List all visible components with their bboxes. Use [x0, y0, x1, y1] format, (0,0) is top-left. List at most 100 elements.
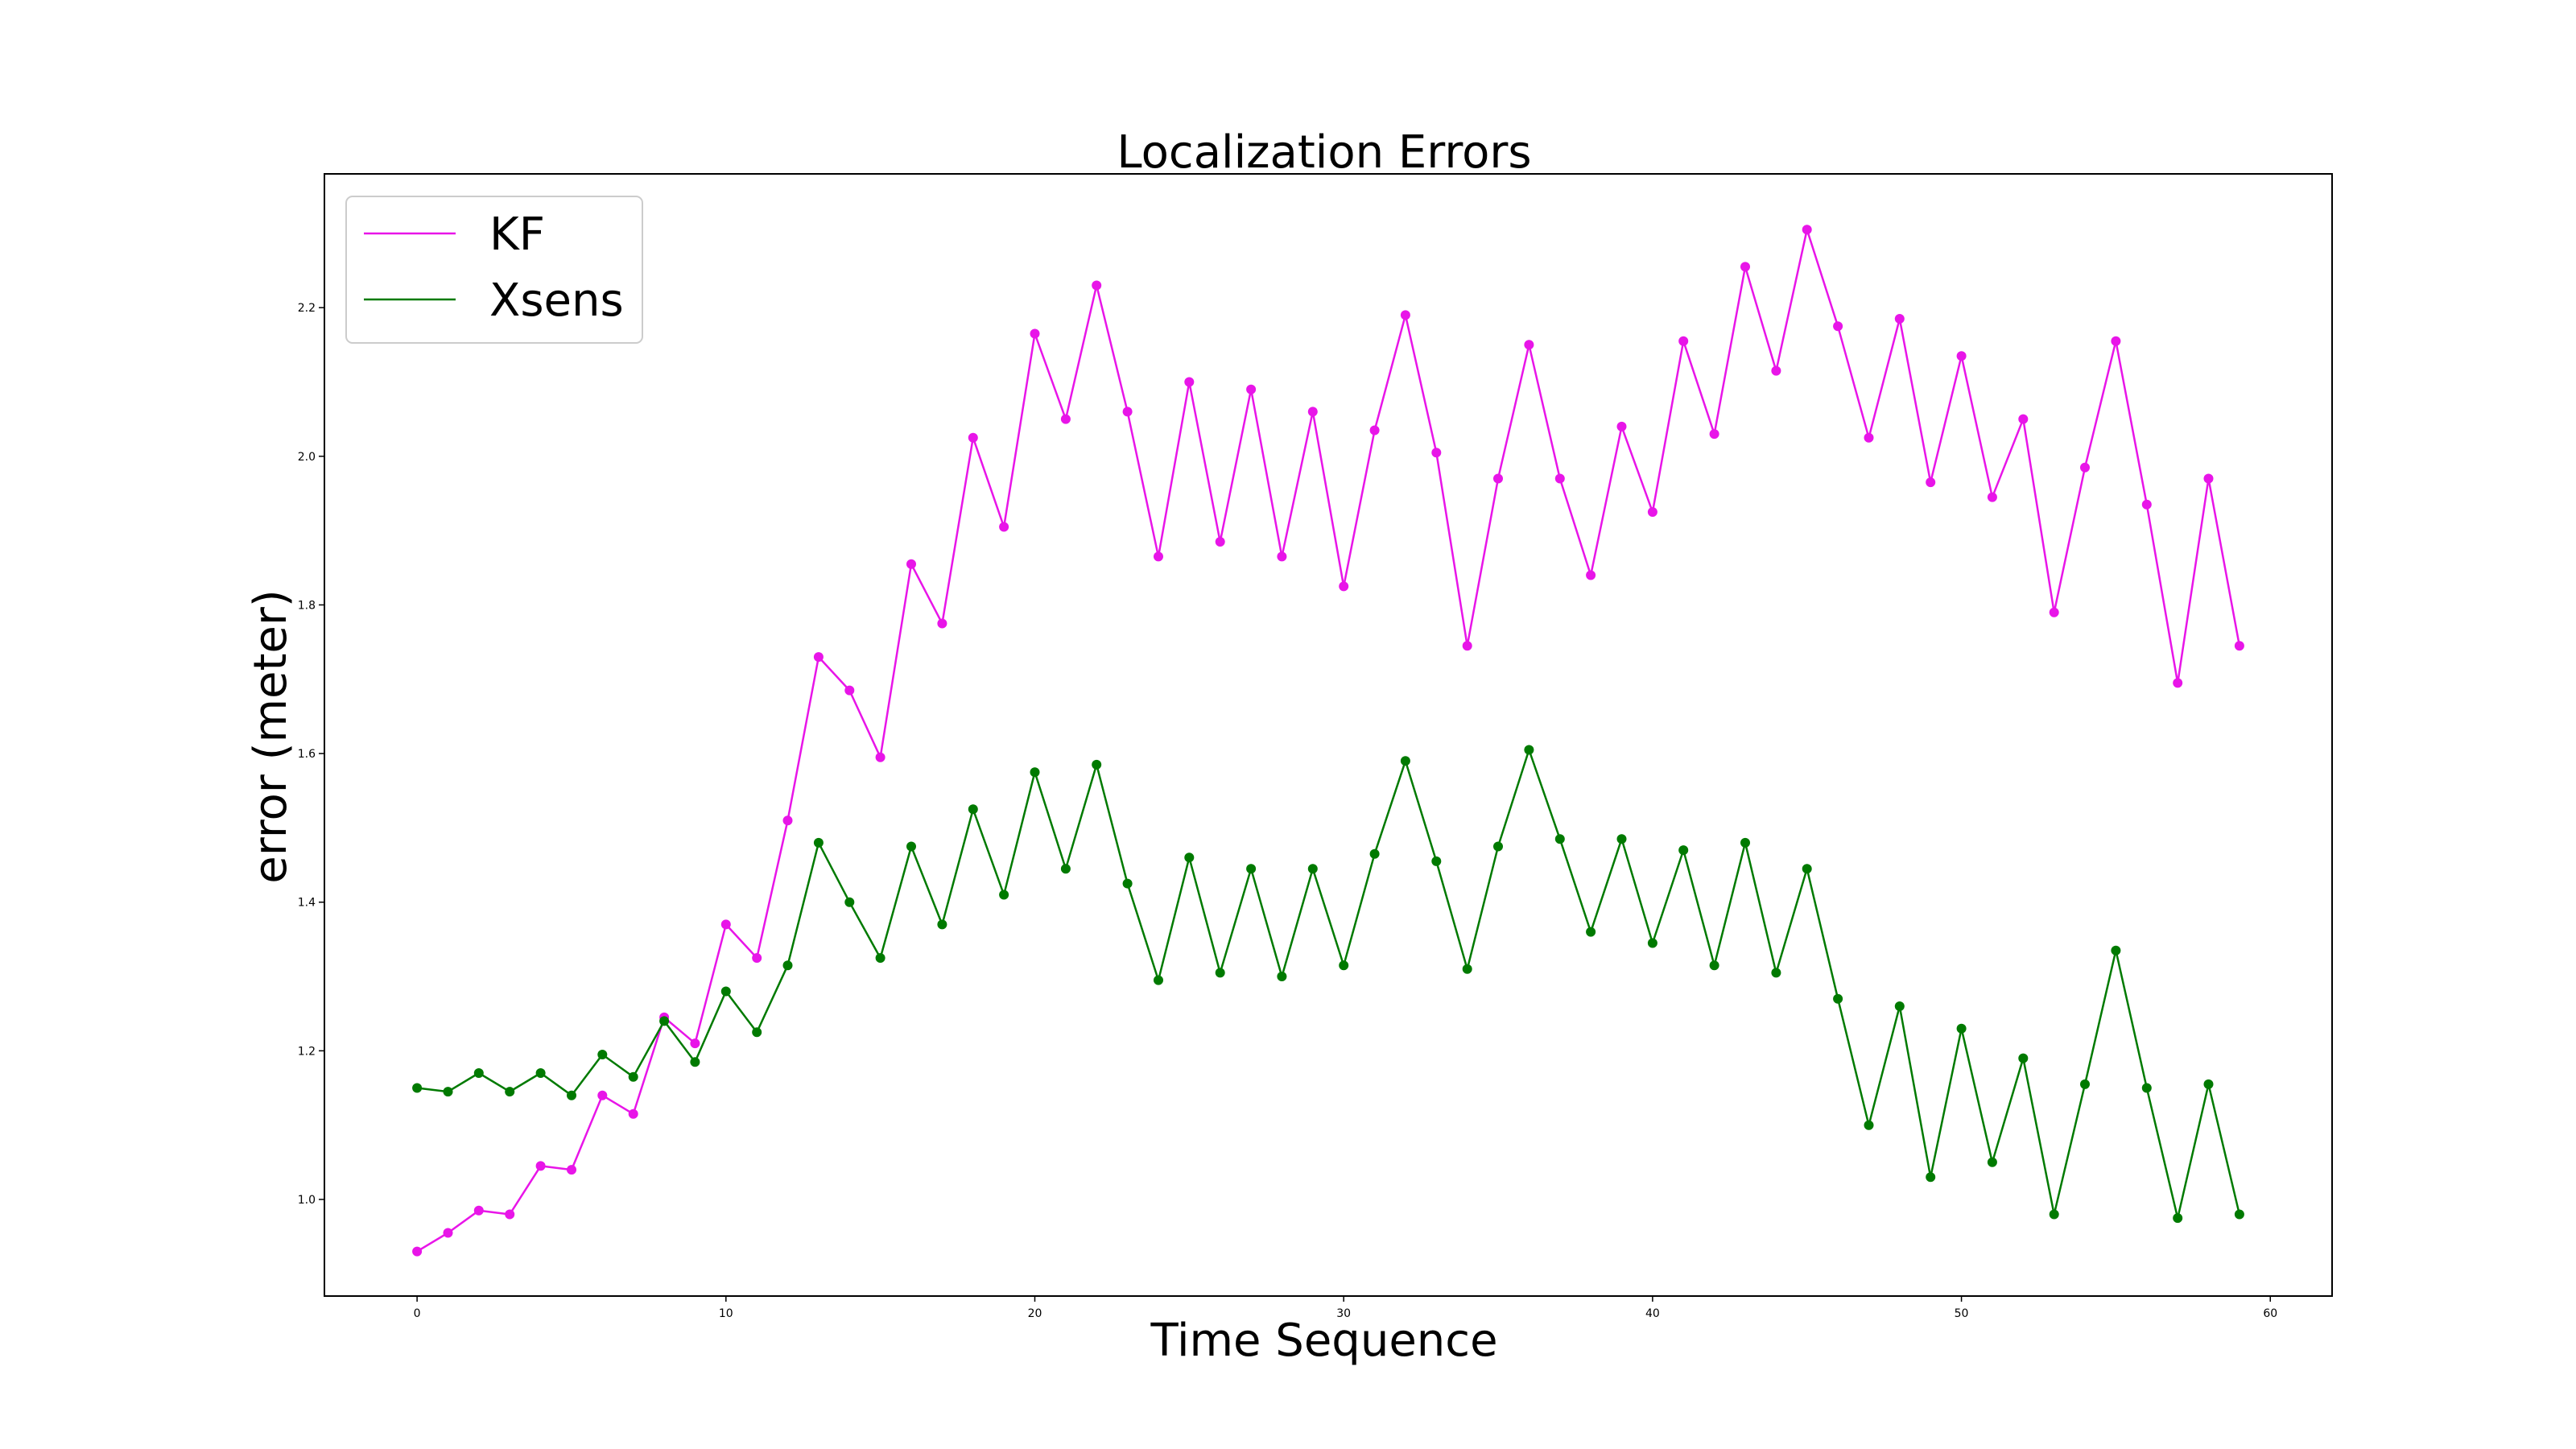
data-point-xsens [659, 1016, 670, 1026]
x-tick-label: 20 [1028, 1307, 1042, 1320]
data-point-xsens [1092, 759, 1102, 770]
data-point-xsens [968, 804, 978, 815]
data-point-xsens [1987, 1157, 1997, 1167]
y-tick-label: 2.0 [298, 451, 316, 464]
data-point-xsens [875, 953, 886, 963]
data-point-kf [597, 1090, 608, 1100]
data-point-kf [1400, 310, 1410, 320]
data-point-xsens [1678, 845, 1689, 856]
data-point-xsens [412, 1083, 423, 1093]
data-point-xsens [2018, 1053, 2029, 1063]
data-point-xsens [720, 986, 731, 997]
data-point-kf [1184, 377, 1195, 387]
data-point-kf [720, 919, 731, 930]
data-point-xsens [1060, 864, 1071, 874]
data-point-kf [1987, 492, 1997, 502]
data-point-kf [2080, 462, 2090, 473]
data-point-kf [1215, 537, 1225, 547]
data-point-kf [1678, 336, 1689, 346]
data-point-xsens [1802, 864, 1812, 874]
data-point-kf [412, 1246, 423, 1257]
data-point-kf [1616, 421, 1627, 431]
y-axis-label: error (meter) [245, 589, 297, 884]
data-point-xsens [1524, 745, 1534, 755]
data-point-kf [1926, 477, 1936, 488]
y-tick-label: 1.2 [298, 1045, 316, 1058]
x-axis-label: Time Sequence [1150, 1315, 1497, 1367]
data-point-xsens [1184, 852, 1195, 863]
data-point-kf [1956, 351, 1967, 361]
data-point-xsens [443, 1087, 453, 1097]
data-point-xsens [1647, 938, 1657, 948]
data-point-xsens [1833, 993, 1843, 1004]
data-point-kf [1740, 262, 1750, 272]
data-point-kf [443, 1228, 453, 1238]
x-tick-label: 50 [1955, 1307, 1969, 1320]
data-point-kf [1462, 641, 1472, 651]
data-point-xsens [1956, 1023, 1967, 1034]
data-point-xsens [1307, 864, 1318, 874]
y-tick-label: 1.8 [298, 599, 316, 612]
data-point-kf [1709, 429, 1719, 440]
data-point-xsens [2111, 945, 2121, 956]
y-tick-label: 1.0 [298, 1194, 316, 1207]
data-point-kf [813, 652, 824, 663]
data-point-kf [1369, 425, 1380, 436]
data-point-kf [844, 685, 855, 696]
data-point-xsens [1554, 834, 1565, 844]
data-point-xsens [2080, 1079, 2090, 1089]
data-point-kf [1122, 407, 1133, 417]
data-point-xsens [1030, 767, 1040, 778]
data-point-xsens [2203, 1079, 2214, 1089]
data-point-kf [473, 1205, 484, 1216]
data-point-kf [628, 1108, 638, 1119]
data-point-xsens [1431, 856, 1442, 866]
x-tick-label: 30 [1336, 1307, 1351, 1320]
data-point-kf [1586, 570, 1596, 580]
data-point-kf [1894, 314, 1905, 324]
data-point-xsens [1771, 968, 1781, 978]
data-point-kf [1307, 407, 1318, 417]
data-point-kf [2173, 678, 2183, 688]
data-point-xsens [844, 897, 855, 907]
plot-frame [324, 173, 2333, 1297]
data-point-kf [1092, 280, 1102, 291]
data-point-xsens [1462, 964, 1472, 974]
data-point-kf [2111, 336, 2121, 346]
data-point-xsens [2234, 1209, 2244, 1220]
data-point-xsens [1339, 960, 1349, 971]
data-point-kf [1277, 551, 1287, 562]
series-line-kf [416, 228, 2241, 1253]
data-point-xsens [1616, 834, 1627, 844]
data-point-xsens [813, 837, 824, 848]
data-point-kf [2141, 499, 2152, 510]
legend: KF Xsens [345, 196, 643, 344]
data-point-kf [906, 559, 916, 569]
data-point-xsens [1400, 756, 1410, 766]
data-point-kf [2234, 641, 2244, 651]
data-point-xsens [473, 1068, 484, 1078]
data-point-xsens [2173, 1213, 2183, 1224]
data-point-xsens [535, 1068, 546, 1078]
x-tick-label: 10 [719, 1307, 733, 1320]
data-point-kf [752, 953, 762, 963]
data-point-xsens [597, 1050, 608, 1059]
y-tick-label: 2.2 [298, 302, 316, 315]
data-point-kf [999, 522, 1009, 532]
data-point-kf [1154, 551, 1163, 562]
data-point-xsens [999, 890, 1009, 900]
data-point-kf [937, 618, 947, 629]
data-point-kf [2018, 414, 2029, 424]
data-point-xsens [505, 1087, 515, 1097]
data-point-kf [1060, 414, 1071, 424]
data-point-kf [782, 815, 793, 826]
data-point-kf [1339, 581, 1349, 592]
series-line-xsens [416, 749, 2241, 1220]
data-point-xsens [937, 919, 947, 930]
data-point-xsens [567, 1090, 576, 1100]
data-point-kf [690, 1038, 700, 1049]
data-point-kf [1030, 328, 1040, 339]
data-point-xsens [690, 1057, 700, 1067]
data-point-kf [567, 1165, 576, 1175]
